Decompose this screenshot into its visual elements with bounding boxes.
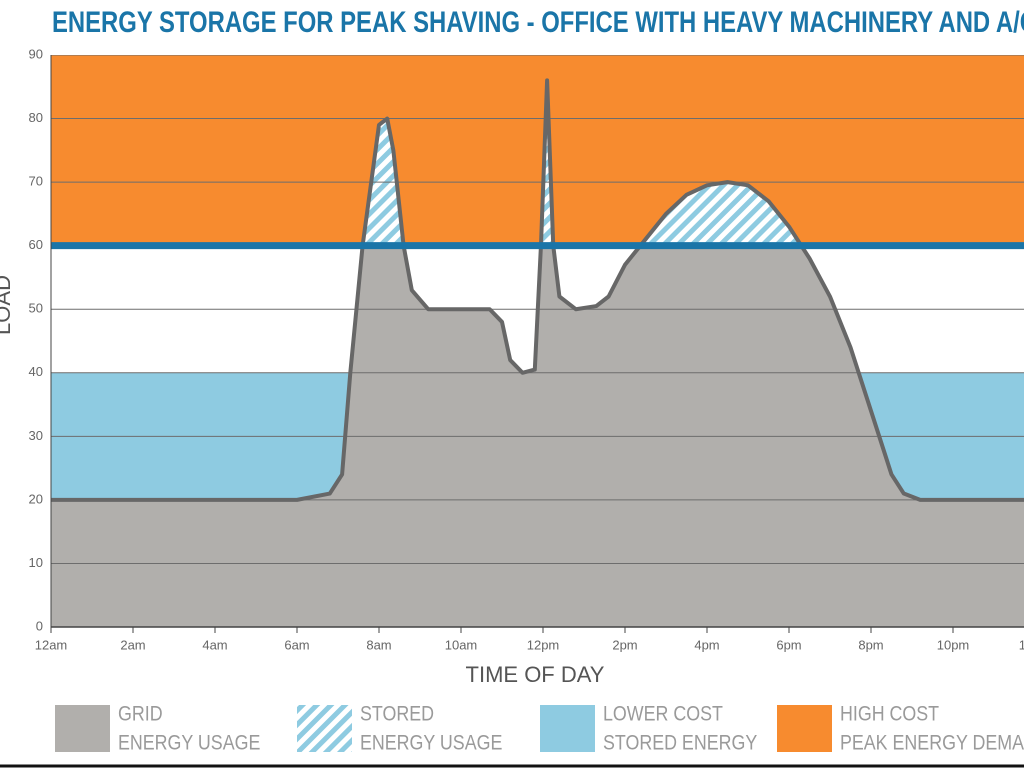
legend-label: STORED [360, 702, 434, 726]
x-tick-label: 12am [1019, 637, 1024, 652]
legend-label: LOWER COST [603, 702, 723, 726]
y-tick-label: 40 [29, 364, 43, 379]
legend-swatch [777, 705, 832, 752]
x-axis-label: TIME OF DAY [466, 662, 605, 687]
legend-label: ENERGY USAGE [360, 731, 502, 755]
x-tick-label: 2pm [612, 637, 637, 652]
x-tick-label: 2am [120, 637, 145, 652]
stored-energy-area [362, 80, 802, 246]
y-tick-label: 20 [29, 491, 43, 506]
legend-label: ENERGY USAGE [118, 731, 260, 755]
y-tick-label: 10 [29, 555, 43, 570]
legend-label: STORED ENERGY [603, 731, 757, 755]
x-tick-label: 4pm [694, 637, 719, 652]
legend-swatch [540, 705, 595, 752]
plot-area [51, 55, 1024, 627]
y-tick-label: 70 [29, 174, 43, 189]
x-tick-label: 12pm [527, 637, 560, 652]
y-tick-label: 80 [29, 110, 43, 125]
legend-label: HIGH COST [840, 702, 939, 726]
legend-swatch [55, 705, 110, 752]
x-tick-label: 10pm [937, 637, 970, 652]
x-tick-label: 8pm [858, 637, 883, 652]
x-tick-label: 4am [202, 637, 227, 652]
legend-label: PEAK ENERGY DEMAND [840, 731, 1024, 755]
cost-band [51, 55, 1024, 246]
y-axis-label: LOAD [0, 275, 15, 335]
y-tick-label: 30 [29, 428, 43, 443]
load-line [51, 78, 1024, 502]
chart-title: ENERGY STORAGE FOR PEAK SHAVING - OFFICE… [52, 6, 1024, 39]
legend-label: GRID [118, 702, 163, 726]
y-tick-label: 0 [36, 618, 43, 633]
y-tick-label: 50 [29, 301, 43, 316]
x-tick-label: 12am [35, 637, 68, 652]
x-tick-label: 10am [445, 637, 478, 652]
x-tick-label: 8am [366, 637, 391, 652]
x-tick-label: 6pm [776, 637, 801, 652]
y-tick-label: 90 [29, 46, 43, 61]
y-tick-label: 60 [29, 237, 43, 252]
legend-swatch [297, 705, 352, 752]
x-tick-label: 6am [284, 637, 309, 652]
